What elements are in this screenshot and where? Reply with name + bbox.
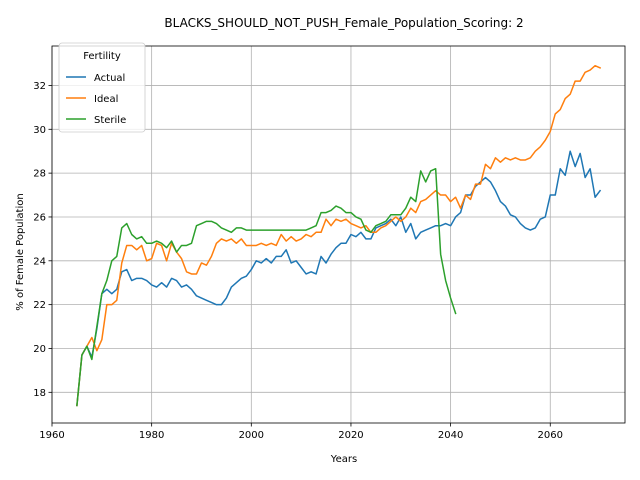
- y-tick-label: 30: [33, 125, 46, 136]
- grid: [51, 46, 625, 423]
- y-tick-label: 18: [33, 388, 46, 399]
- y-tick-label: 22: [33, 300, 46, 311]
- y-tick-label: 20: [33, 344, 46, 355]
- y-tick-label: 24: [33, 256, 46, 267]
- legend-title: Fertility: [83, 51, 121, 62]
- legend-label-actual: Actual: [94, 73, 125, 84]
- x-tick-label: 1960: [39, 430, 64, 441]
- series-line-sterile: [76, 167, 457, 407]
- series-line-actual: [76, 150, 602, 407]
- legend: Fertility Actual Ideal Sterile: [58, 42, 146, 133]
- x-tick-label: 2020: [338, 430, 363, 441]
- legend-box: [58, 42, 146, 133]
- x-axis-title: Years: [330, 454, 357, 465]
- y-tick-label: 28: [33, 169, 46, 180]
- legend-label-ideal: Ideal: [94, 94, 118, 105]
- series-line-ideal: [76, 64, 602, 407]
- y-tick-label: 32: [33, 81, 46, 92]
- x-tick-label: 1980: [139, 430, 164, 441]
- chart-title: BLACKS_SHOULD_NOT_PUSH_Female_Population…: [164, 16, 523, 30]
- y-axis-ticks: 18 20 22 24 26 28 30 32: [33, 81, 52, 399]
- x-tick-label: 2040: [438, 430, 463, 441]
- x-axis-ticks: 1960 1980 2000 2020 2040 2060: [39, 423, 563, 441]
- plot-frame: [51, 45, 626, 424]
- legend-label-sterile: Sterile: [94, 115, 126, 126]
- y-tick-label: 26: [33, 212, 46, 223]
- x-tick-label: 2000: [239, 430, 264, 441]
- x-tick-label: 2060: [538, 430, 563, 441]
- y-axis-title: % of Female Population: [15, 193, 26, 310]
- series-layer: [76, 64, 602, 407]
